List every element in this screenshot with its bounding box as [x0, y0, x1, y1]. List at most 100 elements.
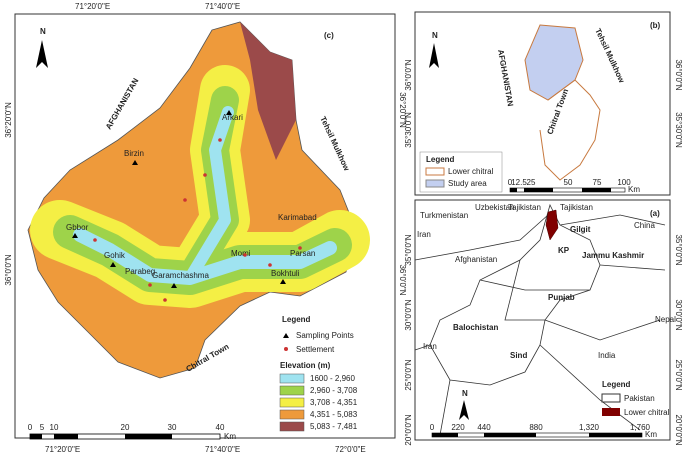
north-arrow: N — [40, 27, 46, 36]
label: 1,760 — [630, 423, 651, 432]
label: Iran — [417, 230, 431, 239]
label: Tajikistan — [560, 203, 593, 212]
lat-label: 36°20'0"N — [398, 92, 407, 128]
lon-label: 71°20'0"E — [75, 2, 110, 11]
label: 1,320 — [579, 423, 600, 432]
label: 25°0'0"N — [404, 359, 413, 390]
label: 0 — [28, 423, 33, 432]
label: 50 — [564, 178, 573, 187]
label: Jammu Kashmir — [582, 251, 644, 260]
label: 0 — [430, 423, 435, 432]
legend-item: 3,708 - 4,351 — [310, 398, 358, 407]
label: 20°0'0"N — [674, 414, 683, 445]
label: India — [598, 351, 616, 360]
label: Sind — [510, 351, 527, 360]
scale-bar: 0 5 10 20 30 40 Km — [28, 423, 237, 441]
label: Turkmenistan — [420, 211, 468, 220]
panel-label: (a) — [650, 209, 660, 218]
label: Balochistan — [453, 323, 498, 332]
place: Arkari — [222, 113, 243, 122]
place: Bokhtuli — [271, 269, 300, 278]
label: 30°0'0"N — [674, 299, 683, 330]
legend-title: Elevation (m) — [280, 361, 331, 370]
label: Tajikistan — [508, 203, 541, 212]
label: Iran — [423, 342, 437, 351]
label: 10 — [50, 423, 59, 432]
label: 25°0'0"N — [674, 359, 683, 390]
label: Lower chitral — [624, 408, 670, 417]
panel-label: (c) — [324, 31, 334, 40]
label: 36°0'0"N — [404, 59, 413, 90]
legend-title: Legend — [282, 315, 311, 324]
label: Uzbekistan — [475, 203, 515, 212]
legend-item: 2,960 - 3,708 — [310, 386, 358, 395]
label: 40 — [216, 423, 225, 432]
label: 440 — [477, 423, 491, 432]
lon-label: 71°20'0"E — [45, 445, 80, 454]
label: Lower chitral — [448, 167, 494, 176]
label: 30 — [168, 423, 177, 432]
label: Legend — [602, 380, 631, 389]
label: N — [462, 389, 468, 398]
label: 5 — [40, 423, 45, 432]
legend-swatch — [279, 385, 305, 396]
label: Nepal — [655, 315, 676, 324]
label: 35°30'0"N — [404, 112, 413, 148]
label: 0 — [508, 178, 513, 187]
borders — [414, 203, 666, 436]
place: Garamchashma — [152, 271, 209, 280]
places: Turkmenistan Uzbekistan Tajikistan Tajik… — [417, 203, 676, 360]
label: Study area — [448, 179, 487, 188]
legend-item: Sampling Points — [296, 331, 354, 340]
place: Gohik — [104, 251, 126, 260]
label: Pakistan — [624, 394, 655, 403]
legend-swatch — [279, 421, 305, 432]
label: Legend — [426, 155, 455, 164]
map-frame — [414, 11, 671, 196]
elevation-map — [27, 21, 370, 379]
place: Birzin — [124, 149, 144, 158]
place: Parsan — [290, 249, 315, 258]
panel-label: (b) — [650, 21, 661, 30]
valley — [184, 106, 234, 284]
legend-item: 1600 - 2,960 — [310, 374, 355, 383]
label: Afghanistan — [455, 255, 497, 264]
label: 20°0'0"N — [404, 414, 413, 445]
label: 25 — [527, 178, 536, 187]
lat-label: 36°0'0"N — [4, 254, 13, 285]
label: 30°0'0"N — [404, 299, 413, 330]
region-label: AFGHANISTAN — [104, 76, 141, 131]
label: 880 — [529, 423, 543, 432]
label: China — [634, 221, 655, 230]
label: Km — [224, 432, 236, 441]
north-arrow: N — [432, 31, 438, 40]
label: 12.5 — [511, 178, 527, 187]
label: Gilgit — [570, 225, 591, 234]
label: 35°30'0"N — [674, 112, 683, 148]
lon-label: 71°40'0"E — [205, 2, 240, 11]
legend-swatch — [279, 373, 305, 384]
high-zone — [240, 22, 296, 160]
legend-swatch — [279, 409, 305, 420]
map-frame — [414, 199, 671, 441]
region — [27, 21, 357, 379]
legend-swatch — [279, 397, 305, 408]
legend-item: 4,351 - 5,083 — [310, 410, 358, 419]
lon-label: 71°40'0"E — [205, 445, 240, 454]
place: Karimabad — [278, 213, 317, 222]
lat-label: 36°0'0"N — [398, 264, 407, 295]
label: 35°0'0"N — [674, 234, 683, 265]
places: Arkari Birzin Gbbor Gohik Parabeg Garamc… — [66, 110, 317, 302]
label: 75 — [593, 178, 602, 187]
label: Km — [628, 185, 640, 194]
label: Km — [645, 430, 657, 439]
label: 100 — [617, 178, 631, 187]
place: Gbbor — [66, 223, 89, 232]
place: Parabeg — [125, 267, 155, 276]
label: KP — [558, 246, 570, 255]
label: 220 — [451, 423, 465, 432]
legend: Legend Sampling Points Settlement Elevat… — [279, 315, 358, 432]
north-arrow-icon — [36, 40, 48, 68]
place: Momi — [231, 249, 251, 258]
